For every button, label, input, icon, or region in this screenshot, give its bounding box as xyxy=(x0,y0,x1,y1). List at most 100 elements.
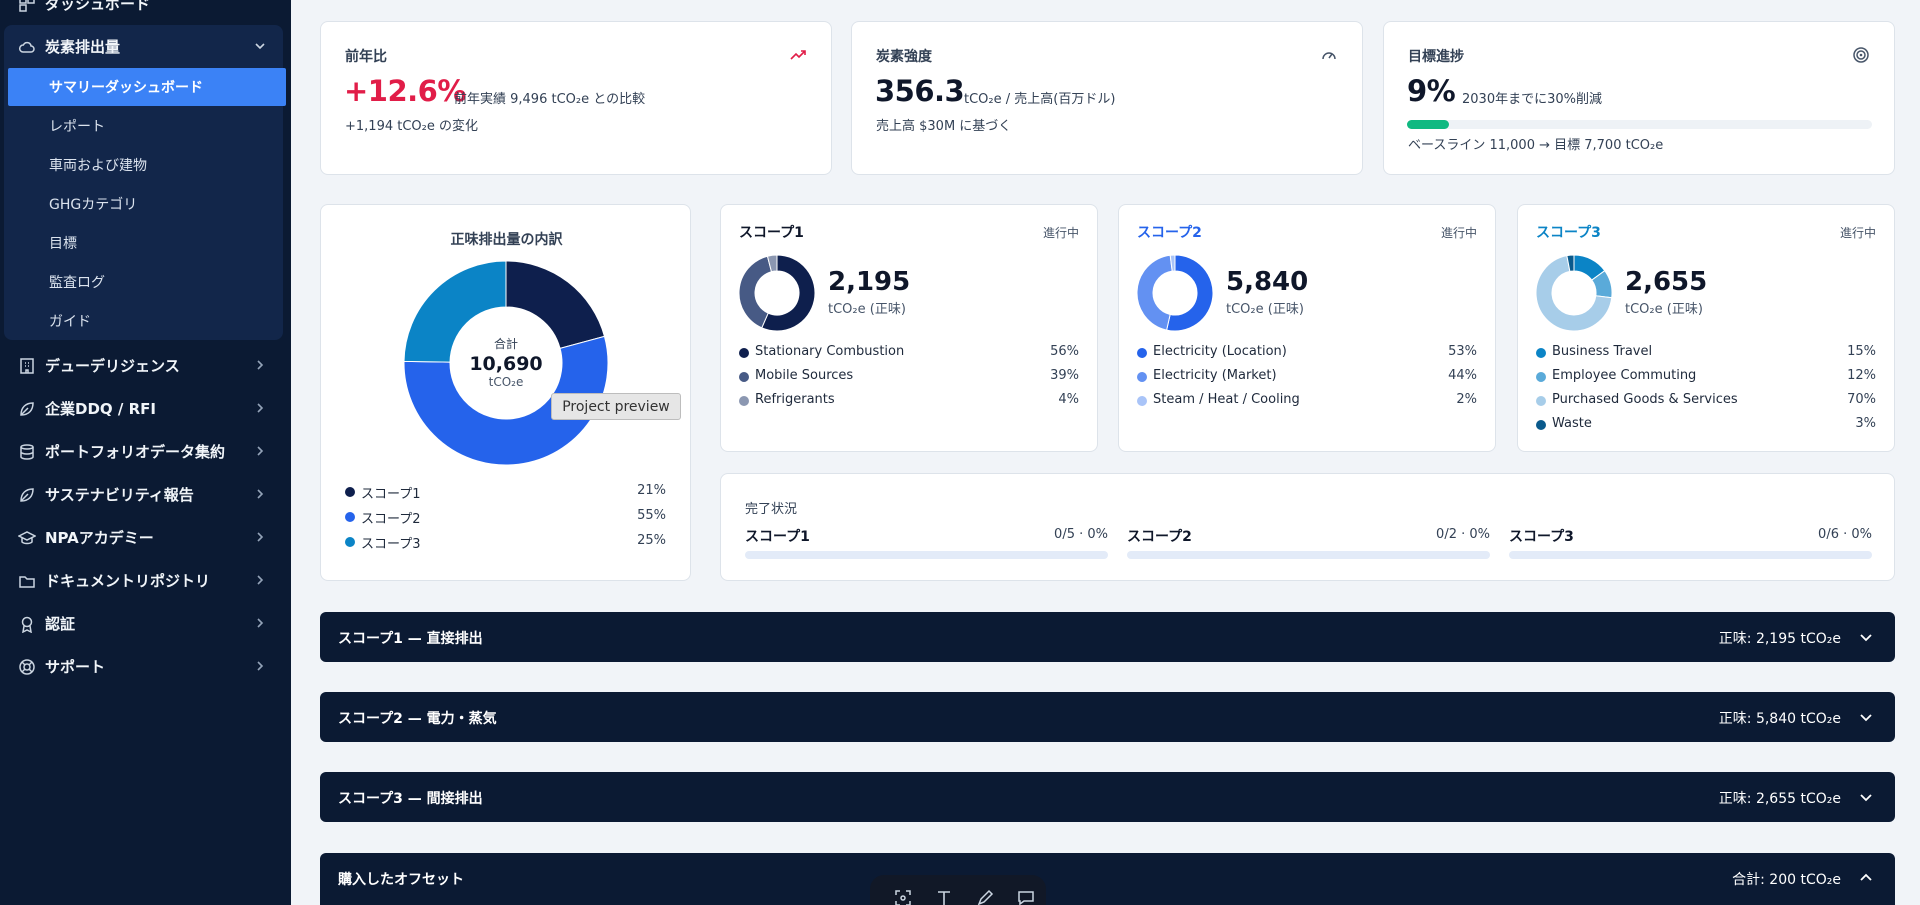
breakdown-legend-row: スコープ2 55% xyxy=(345,507,666,527)
scope-card-1[interactable]: スコープ1 進行中 2,195 tCO₂e (正味) Stationary Co… xyxy=(720,204,1098,452)
chevron-down-icon[interactable] xyxy=(1859,630,1873,644)
legend-swatch xyxy=(345,537,355,547)
sidebar-subitem-reports[interactable]: レポート xyxy=(49,119,105,135)
scope-title: スコープ3 xyxy=(1536,225,1601,241)
scope-value: 5,840 xyxy=(1226,267,1309,297)
sidebar-item-carbon[interactable]: 炭素排出量 xyxy=(0,25,291,68)
kpi-label: 前年比 xyxy=(345,49,387,65)
breakdown-donut-chart xyxy=(404,261,608,465)
sidebar-item-label: NPAアカデミー xyxy=(45,529,154,547)
donut-center-label: 合計 xyxy=(493,337,518,351)
accordion-scope-2[interactable]: スコープ2 — 電力・蒸気 正味: 5,840 tCO₂e xyxy=(320,692,1895,742)
legend-pct: 3% xyxy=(1855,416,1876,431)
legend-name: Electricity (Location) xyxy=(1153,344,1287,359)
scope-legend-row: Refrigerants 4% xyxy=(739,391,1079,411)
pen-tool-icon[interactable] xyxy=(976,889,994,905)
sidebar-subitem-summary-dashboard[interactable]: サマリーダッシュボード xyxy=(8,68,286,106)
scope-unit: tCO₂e (正味) xyxy=(828,302,906,317)
sidebar-item-dashboard[interactable]: ダッシュボード xyxy=(0,0,291,25)
breakdown-legend-row: スコープ3 25% xyxy=(345,532,666,552)
accordion-title: スコープ2 — 電力・蒸気 xyxy=(338,711,497,727)
sidebar-item-label: 炭素排出量 xyxy=(45,38,121,56)
chevron-down-icon[interactable] xyxy=(1859,790,1873,804)
legend-name: Business Travel xyxy=(1552,344,1653,359)
legend-name: Waste xyxy=(1552,416,1592,431)
scope-legend-row: Electricity (Location) 53% xyxy=(1137,343,1477,363)
completion-name: スコープ3 xyxy=(1509,529,1574,545)
chevron-down-icon[interactable] xyxy=(1859,710,1873,724)
accordion-total: 正味: 2,195 tCO₂e xyxy=(1718,631,1841,647)
sidebar-subitem-audit-log[interactable]: 監査ログ xyxy=(49,275,105,291)
accordion-offsets[interactable]: 購入したオフセット 合計: 200 tCO₂e xyxy=(320,853,1895,905)
legend-pct: 55% xyxy=(637,508,666,523)
target-progress-fill xyxy=(1407,120,1449,129)
cloud-icon xyxy=(18,41,35,53)
legend-swatch xyxy=(1536,348,1546,358)
sidebar-item-label: サポート xyxy=(45,658,106,676)
scope-title: スコープ2 xyxy=(1137,225,1202,241)
legend-name: Employee Commuting xyxy=(1552,368,1697,383)
donut-center-value: 10,690 xyxy=(469,353,543,375)
trending-up-icon xyxy=(790,50,806,60)
legend-pct: 4% xyxy=(1058,392,1079,407)
legend-swatch xyxy=(739,396,749,406)
sidebar-item-ddq-rfi[interactable]: 企業DDQ / RFI xyxy=(0,387,291,430)
scope-card-3[interactable]: スコープ3 進行中 2,655 tCO₂e (正味) Business Trav… xyxy=(1517,204,1895,452)
sidebar-item-certification[interactable]: 認証 xyxy=(0,602,291,645)
database-icon xyxy=(20,444,34,460)
sidebar-item-due-diligence[interactable]: デューデリジェンス xyxy=(0,344,291,387)
kpi-card-yoy: 前年比 +12.6% 前年実績 9,496 tCO₂e との比較 +1,194 … xyxy=(320,21,832,175)
scope-status: 進行中 xyxy=(1042,226,1079,240)
kpi-change: +1,194 tCO₂e の変化 xyxy=(345,119,478,134)
legend-swatch xyxy=(1137,372,1147,382)
accordion-scope-1[interactable]: スコープ1 — 直接排出 正味: 2,195 tCO₂e xyxy=(320,612,1895,662)
legend-swatch xyxy=(739,348,749,358)
sidebar-item-sustainability-report[interactable]: サステナビリティ報告 xyxy=(0,473,291,516)
accordion-scope-3[interactable]: スコープ3 — 間接排出 正味: 2,655 tCO₂e xyxy=(320,772,1895,822)
scope-legend-row: Waste 3% xyxy=(1536,415,1876,435)
sidebar-item-npa-academy[interactable]: NPAアカデミー xyxy=(0,516,291,559)
kpi-card-intensity: 炭素強度 356.3 tCO₂e / 売上高(百万ドル) 売上高 $30M に基… xyxy=(851,21,1363,175)
sidebar-subitem-targets[interactable]: 目標 xyxy=(49,236,77,252)
dashboard-icon xyxy=(19,0,35,12)
kpi-card-target: 目標進捗 9% 2030年までに30%削減 ベースライン 11,000 → 目標… xyxy=(1383,21,1895,175)
completion-progress-bar xyxy=(1127,551,1490,559)
chevron-right-icon xyxy=(257,618,264,628)
chevron-right-icon xyxy=(257,575,264,585)
chevron-right-icon xyxy=(257,532,264,542)
scope-donut-chart xyxy=(1536,255,1612,331)
sidebar-item-support[interactable]: サポート xyxy=(0,645,291,688)
scope-legend-row: Stationary Combustion 56% xyxy=(739,343,1079,363)
legend-pct: 44% xyxy=(1448,368,1477,383)
donut-slice xyxy=(761,255,815,331)
sidebar-item-label: 企業DDQ / RFI xyxy=(45,400,156,418)
scope-status: 進行中 xyxy=(1839,226,1876,240)
donut-slice xyxy=(1536,255,1612,331)
kpi-goal: 2030年までに30%削減 xyxy=(1462,92,1602,107)
legend-pct: 25% xyxy=(637,533,666,548)
legend-name: スコープ1 xyxy=(361,487,421,502)
completion-name: スコープ2 xyxy=(1127,529,1192,545)
text-tool-icon[interactable] xyxy=(935,889,953,905)
accordion-title: スコープ1 — 直接排出 xyxy=(338,631,483,647)
sidebar-subitem-vehicles-buildings[interactable]: 車両および建物 xyxy=(49,158,147,174)
legend-pct: 12% xyxy=(1847,368,1876,383)
comment-tool-icon[interactable] xyxy=(1017,889,1035,905)
scope-donut-chart xyxy=(1137,255,1213,331)
screenshot-select-icon[interactable] xyxy=(894,889,912,905)
sidebar-item-portfolio-data[interactable]: ポートフォリオデータ集約 xyxy=(0,430,291,473)
kpi-value: +12.6% xyxy=(344,74,466,108)
scope-card-2[interactable]: スコープ2 進行中 5,840 tCO₂e (正味) Electricity (… xyxy=(1118,204,1496,452)
sidebar-item-document-repository[interactable]: ドキュメントリポジトリ xyxy=(0,559,291,602)
scope-legend-row: Business Travel 15% xyxy=(1536,343,1876,363)
sidebar-subitem-guide[interactable]: ガイド xyxy=(49,314,91,330)
chevron-up-icon[interactable] xyxy=(1859,871,1873,885)
kpi-baseline: ベースライン 11,000 → 目標 7,700 tCO₂e xyxy=(1408,138,1664,153)
graduation-cap-icon xyxy=(18,531,36,545)
accordion-title: スコープ3 — 間接排出 xyxy=(338,791,483,807)
sidebar-subitem-ghg-categories[interactable]: GHGカテゴリ xyxy=(49,197,138,213)
legend-pct: 70% xyxy=(1847,392,1876,407)
target-progress-track xyxy=(1407,120,1872,129)
target-icon xyxy=(1853,47,1869,63)
scope-status: 進行中 xyxy=(1440,226,1477,240)
